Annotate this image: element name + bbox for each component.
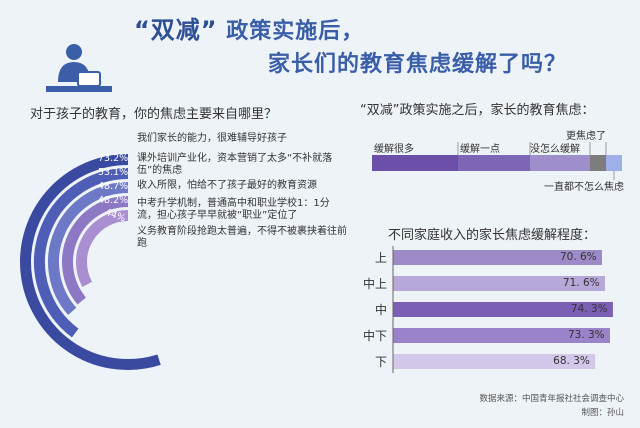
radial-value-1: 53.1% xyxy=(98,166,129,178)
income-value-3: 73. 3% xyxy=(567,329,605,341)
income-category-2: 中 xyxy=(374,303,387,317)
bar-chart-title: 不同家庭收入的家长焦虑缓解程度： xyxy=(388,228,597,243)
stacked-segment-2 xyxy=(530,155,590,171)
radial-bar-3 xyxy=(62,196,129,305)
radial-reason-4: 义务教育阶段抢跑太普遍，不得不被裹挟着往前跑 xyxy=(137,226,347,249)
radial-reason-3: 中考升学机制，普通高中和职业学校1：1分流，担心孩子早早就被“职业”定位了 xyxy=(137,198,330,221)
stacked-label-4: 一直都不怎么焦虑 xyxy=(544,182,624,193)
stacked-segment-4 xyxy=(606,155,622,171)
headline-line2: 家长们的教育焦虑缓解了吗？ xyxy=(268,52,568,77)
income-category-0: 上 xyxy=(374,251,387,265)
stacked-label-0: 缓解很多 xyxy=(374,144,414,155)
income-bar-3 xyxy=(393,328,610,343)
income-category-3: 中下 xyxy=(362,329,387,343)
income-bar-1 xyxy=(393,276,605,291)
headline-line1: “双减” 政策实施后， xyxy=(134,10,364,45)
stacked-label-1: 缓解一点 xyxy=(460,144,500,155)
stacked-segment-1 xyxy=(458,155,530,171)
income-value-0: 70. 6% xyxy=(559,251,597,263)
income-value-2: 74. 3% xyxy=(570,303,608,315)
headline-quote: “双减” xyxy=(134,16,218,44)
stacked-segment-3 xyxy=(590,155,606,171)
income-bar-4 xyxy=(393,354,596,369)
stacked-segment-0 xyxy=(372,155,458,171)
headline-rest: 政策实施后， xyxy=(226,19,365,44)
radial-bar-1 xyxy=(34,168,129,338)
income-value-4: 68. 3% xyxy=(553,355,590,367)
radial-bar-4 xyxy=(76,210,129,288)
person-at-desk-icon xyxy=(46,44,112,92)
stacked-chart-title: “双减”政策实施之后，家长的教育焦虑： xyxy=(360,103,595,118)
radial-value-0: 73.2% xyxy=(98,152,129,164)
radial-reason-1: 课外培训产业化，资本营销了太多“不补就落伍”的焦虑 xyxy=(137,153,333,176)
income-category-1: 中上 xyxy=(362,277,387,291)
radial-reason-2: 收入所限，怕给不了孩子最好的教育资源 xyxy=(137,180,317,191)
radial-bar-2 xyxy=(48,182,129,315)
stacked-label-2: 没怎么缓解 xyxy=(530,144,580,155)
radial-reason-0: 我们家长的能力，很难辅导好孩子 xyxy=(137,133,287,144)
income-value-1: 71. 6% xyxy=(562,277,600,289)
radial-chart-title: 对于孩子的教育，你的焦虑主要来自哪里？ xyxy=(30,107,278,122)
income-category-4: 下 xyxy=(374,355,387,369)
stacked-label-3: 更焦虑了 xyxy=(566,131,606,142)
income-bar-2 xyxy=(393,302,613,317)
radial-value-3: 48.2% xyxy=(98,194,129,206)
radial-value-2: 48.7% xyxy=(98,180,129,192)
radial-bar-0 xyxy=(20,154,161,370)
income-bar-0 xyxy=(393,250,602,265)
credit-note: 制图：孙山 xyxy=(581,408,624,418)
source-note: 数据来源：中国青年报社社会调查中心 xyxy=(479,394,624,404)
